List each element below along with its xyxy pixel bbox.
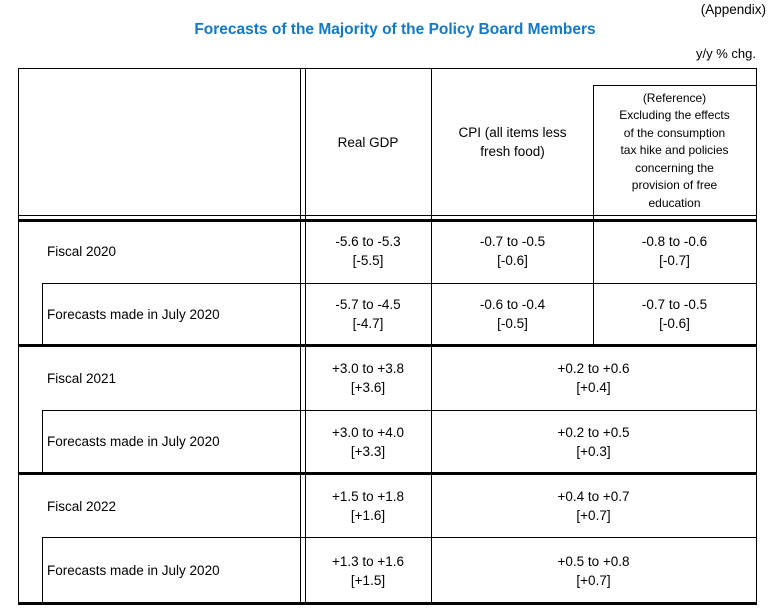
row-label: Fiscal 2020 xyxy=(47,243,117,259)
gdp-cell: -5.7 to -4.5 [-4.7] xyxy=(305,284,431,344)
row-label: Fiscal 2022 xyxy=(47,498,117,514)
range-value: +3.0 to +4.0 xyxy=(331,424,405,440)
row-label: Forecasts made in July 2020 xyxy=(47,563,220,578)
reference-box-top-border xyxy=(593,85,756,87)
table-top-border xyxy=(18,68,757,70)
section2-row-divider xyxy=(42,410,757,412)
header-bottom-thick-rule xyxy=(18,219,757,222)
unit-label: y/y % chg. xyxy=(696,46,756,61)
cpi-reference-column-rule xyxy=(593,85,595,347)
section2-bottom-rule xyxy=(18,472,757,475)
gdp-cell: +3.0 to +3.8 [+3.6] xyxy=(305,347,431,409)
range-value: +1.5 to +1.8 xyxy=(331,489,405,504)
median-value: [+0.3] xyxy=(576,443,611,459)
cpi-reference-merged-cell: +0.2 to +0.6 [+0.4] xyxy=(432,347,755,409)
median-value: [-0.7] xyxy=(659,253,690,268)
range-value: +0.5 to +0.8 xyxy=(557,553,630,569)
median-value: [-0.5] xyxy=(497,316,528,331)
section1-row-divider xyxy=(42,283,757,285)
cpi-reference-merged-cell: +0.2 to +0.5 [+0.3] xyxy=(432,411,755,472)
range-value: +0.2 to +0.5 xyxy=(557,424,630,440)
median-value: [-5.5] xyxy=(352,253,384,268)
appendix-label: (Appendix) xyxy=(700,2,766,17)
row-label: Fiscal 2021 xyxy=(47,370,117,386)
median-value: [-0.6] xyxy=(659,316,690,331)
range-value: -0.7 to -0.5 xyxy=(641,297,708,312)
indent-box-rule-section1 xyxy=(42,283,44,345)
table-right-border xyxy=(755,68,757,605)
section3-row-divider xyxy=(42,537,757,539)
median-value: [+3.6] xyxy=(350,380,386,395)
table-bottom-border xyxy=(18,602,757,605)
row-label: Forecasts made in July 2020 xyxy=(47,434,220,449)
column-header-reference: (Reference) Excluding the effects of the… xyxy=(619,90,730,210)
column-header-cpi: CPI (all items less fresh food) xyxy=(458,125,567,159)
column-header-real-gdp: Real GDP xyxy=(337,134,399,150)
range-value: -5.6 to -5.3 xyxy=(335,234,401,249)
indent-box-rule-section2 xyxy=(42,410,44,473)
median-value: [+0.7] xyxy=(576,508,611,523)
table-left-border xyxy=(18,68,20,605)
label-column-double-rule-inner xyxy=(304,68,306,605)
range-value: +1.3 to +1.6 xyxy=(331,553,405,569)
median-value: [+0.7] xyxy=(576,572,611,588)
range-value: -5.7 to -4.5 xyxy=(335,297,401,312)
cpi-cell: -0.6 to -0.4 [-0.5] xyxy=(432,284,593,344)
median-value: [+1.6] xyxy=(350,508,386,523)
range-value: +0.4 to +0.7 xyxy=(557,489,630,504)
gdp-cell: +3.0 to +4.0 [+3.3] xyxy=(305,411,431,472)
range-value: -0.8 to -0.6 xyxy=(641,234,708,249)
median-value: [+0.4] xyxy=(576,380,611,395)
indent-box-rule-section3 xyxy=(42,537,44,603)
gdp-cpi-column-rule xyxy=(431,68,433,605)
page-title: Forecasts of the Majority of the Policy … xyxy=(194,21,596,38)
range-value: +3.0 to +3.8 xyxy=(331,361,405,376)
median-value: [-4.7] xyxy=(352,316,384,331)
cpi-cell: -0.7 to -0.5 [-0.6] xyxy=(432,220,593,282)
header-bottom-thin-rule xyxy=(18,215,757,217)
reference-cell: -0.7 to -0.5 [-0.6] xyxy=(594,284,755,344)
cpi-reference-merged-cell: +0.4 to +0.7 [+0.7] xyxy=(432,475,755,537)
range-value: -0.7 to -0.5 xyxy=(479,234,546,249)
label-column-double-rule-outer xyxy=(300,68,302,605)
gdp-cell: +1.3 to +1.6 [+1.5] xyxy=(305,539,431,602)
gdp-cell: -5.6 to -5.3 [-5.5] xyxy=(305,220,431,282)
gdp-cell: +1.5 to +1.8 [+1.6] xyxy=(305,475,431,537)
range-value: +0.2 to +0.6 xyxy=(557,361,630,376)
range-value: -0.6 to -0.4 xyxy=(479,297,546,312)
section1-bottom-rule xyxy=(18,344,757,347)
row-label: Forecasts made in July 2020 xyxy=(47,306,220,322)
median-value: [+1.5] xyxy=(350,572,386,588)
median-value: [+3.3] xyxy=(350,443,386,459)
reference-cell: -0.8 to -0.6 [-0.7] xyxy=(594,220,755,282)
cpi-reference-merged-cell: +0.5 to +0.8 [+0.7] xyxy=(432,539,755,602)
median-value: [-0.6] xyxy=(497,253,528,268)
